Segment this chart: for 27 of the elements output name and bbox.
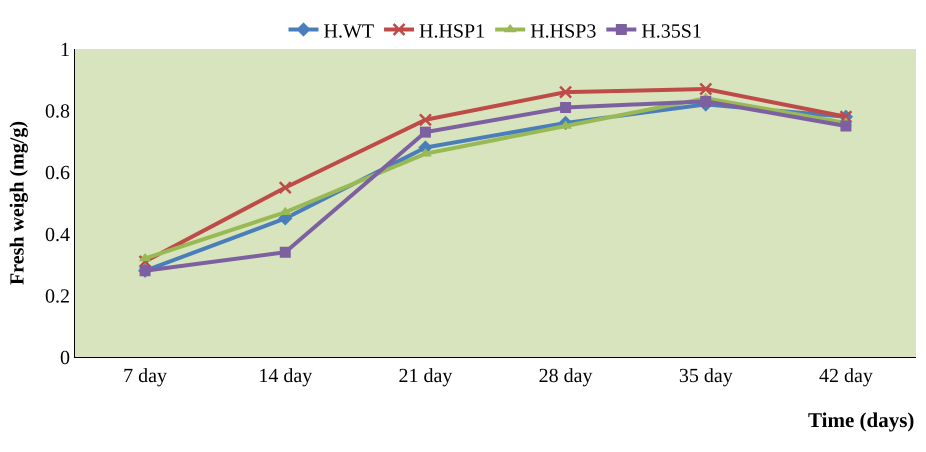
- y-tick-label: 0.2: [45, 285, 70, 308]
- x-tick-label: 35 day: [678, 365, 733, 387]
- point: [560, 102, 572, 114]
- legend-label: H.WT: [324, 20, 374, 42]
- point: [700, 96, 712, 107]
- point: [558, 85, 572, 99]
- y-tick-label: 0.8: [45, 100, 70, 123]
- y-tick-label: 0.4: [45, 224, 70, 246]
- legend-label: H.HSP3: [530, 20, 596, 42]
- point: [420, 126, 431, 138]
- x-tick-label: 14 day: [258, 365, 312, 387]
- x-tick-label: 28 day: [538, 365, 593, 387]
- point: [278, 180, 292, 194]
- y-tick-label: 0.6: [45, 162, 70, 184]
- x-tick-label: 21 day: [398, 365, 452, 387]
- x-tick-label: 42 day: [818, 365, 873, 387]
- y-tick-label: 0: [60, 347, 70, 369]
- y-axis-title: Fresh weigh (mg/g): [6, 120, 28, 286]
- point: [699, 82, 712, 96]
- legend-label: H.35S1: [641, 20, 702, 42]
- point: [280, 246, 291, 258]
- point: [418, 113, 432, 127]
- y-tick-label: 1: [60, 39, 70, 61]
- legend-label: H.HSP1: [419, 20, 486, 42]
- x-axis-title: Time (days): [808, 408, 914, 432]
- x-tick-label: 7 day: [123, 365, 168, 387]
- point: [840, 120, 852, 132]
